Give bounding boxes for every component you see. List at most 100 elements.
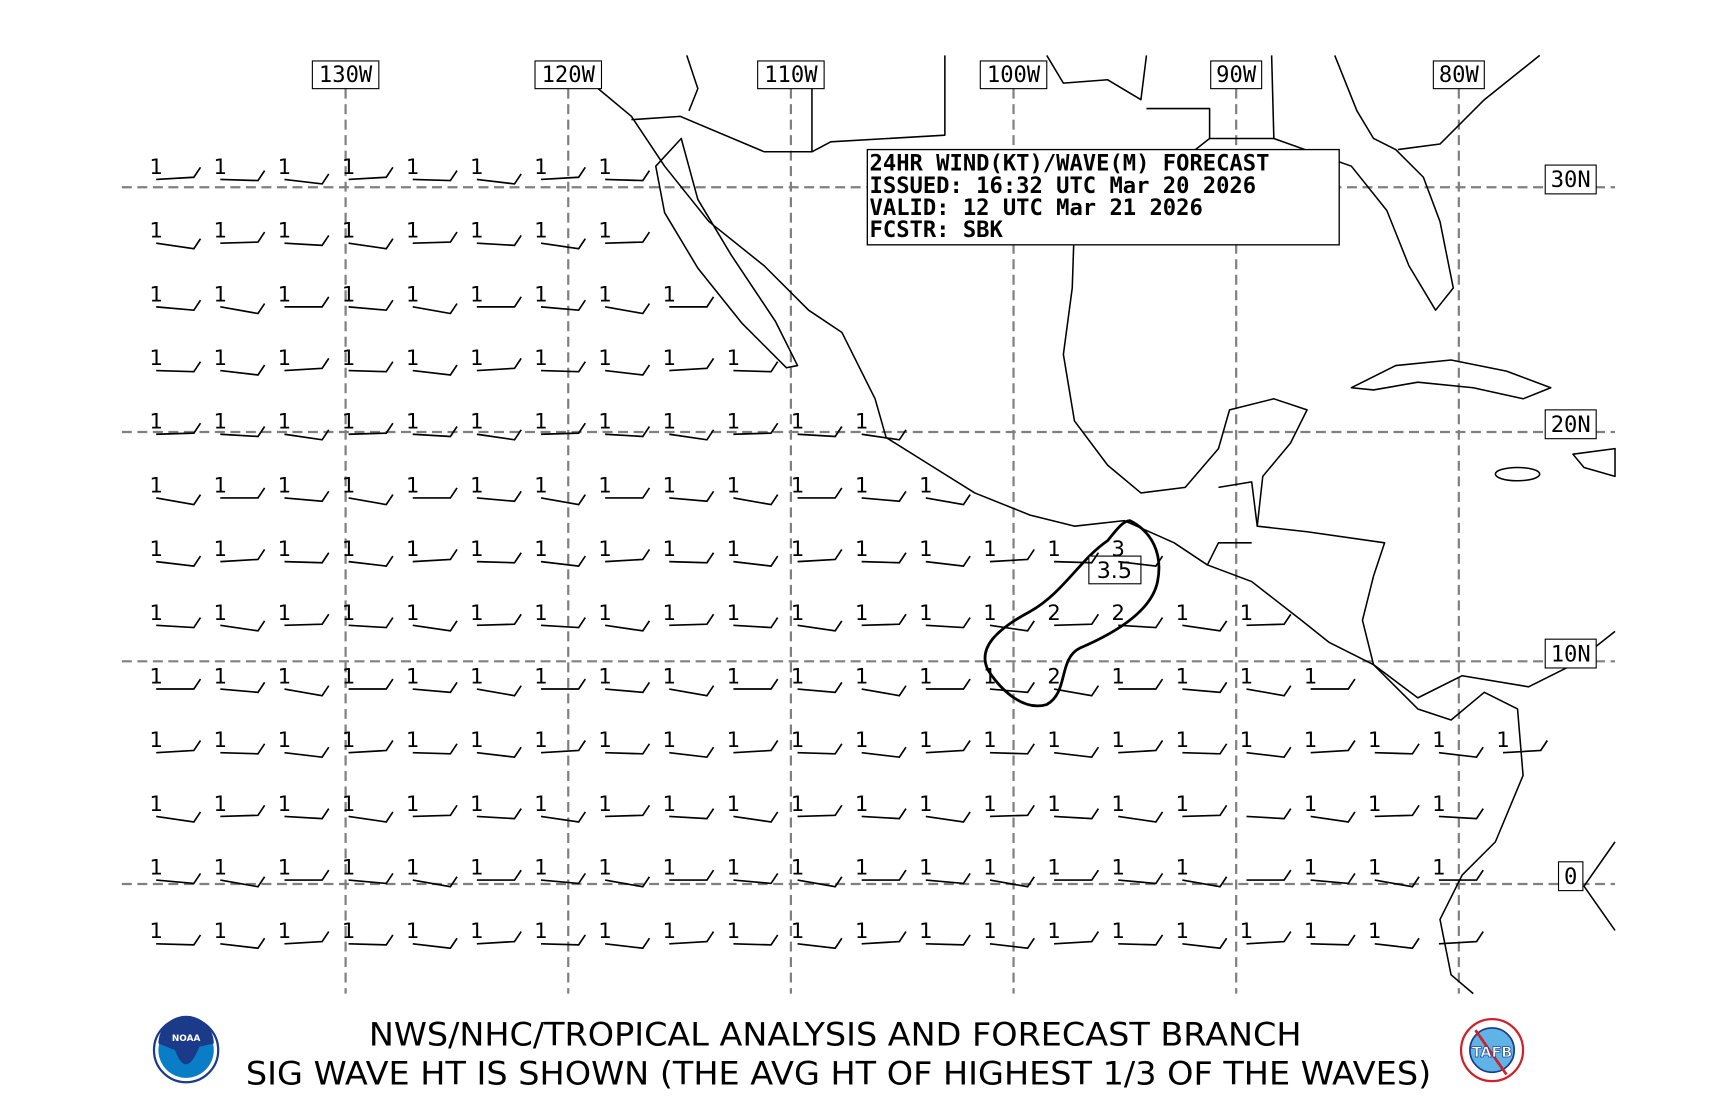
wave-height-value: 1 [1047,791,1060,816]
wave-height-value: 1 [1176,727,1189,752]
station-point: 1 [1176,791,1228,818]
wave-height-value: 1 [791,855,804,880]
station-point: 1 [663,663,715,697]
wind-barb-icon [1054,613,1100,627]
station-point: 1 [214,918,266,950]
station-point: 1 [1432,791,1484,820]
wind-barb-icon [797,681,843,694]
wave-height-value: 1 [1368,727,1381,752]
wave-height-value: 1 [278,727,291,752]
station-point: 1 [342,727,394,754]
station-point: 1 [598,918,651,950]
wind-barb-icon [412,364,458,376]
station-point: 1 [534,218,586,250]
wave-height-value: 1 [1047,855,1060,880]
station-point: 1 [470,281,522,308]
wave-height-value: 1 [214,727,227,752]
wind-barb-icon [156,555,202,567]
forecaster: FCSTR: SBK [870,217,1004,243]
station-point: 2 [1047,663,1100,697]
station-point: 1 [278,855,330,881]
wave-height-value: 1 [534,663,547,688]
wind-barb-icon [220,548,266,563]
wind-barb-icon [348,422,394,436]
wave-height-value: 1 [983,791,996,816]
wind-barb-icon [861,869,907,881]
wind-barb-icon [1502,740,1549,754]
lat-label: 0 [1564,864,1577,890]
wind-barb-icon [540,678,586,690]
station-point: 1 [855,663,907,697]
station-point: 1 [342,600,394,629]
wind-barb-icon [733,934,779,946]
station-point: 1 [149,218,202,250]
forecast-title: 24HR WIND(KT)/WAVE(M) FORECAST [870,151,1270,177]
station-point: 1 [149,727,202,754]
station-point: 1 [919,855,971,885]
station-point: 1 [214,281,266,315]
wind-barb-icon [989,681,1035,694]
wind-barb-icon [989,620,1035,632]
wave-height-value: 1 [1047,727,1060,752]
wave-height-value: 1 [598,345,611,370]
station-point: 1 [855,409,907,441]
station-point: 1 [727,663,779,690]
wave-height-value: 1 [149,600,162,625]
wind-barb-icon [861,490,907,503]
wind-barb-icon [540,934,586,946]
wind-barb-icon [540,238,586,250]
wind-barb-icon [1246,613,1292,627]
station-point: 1 [342,281,394,312]
wave-height-value: 1 [598,727,611,752]
station-point: 1 [342,855,394,885]
wind-barb-icon [220,303,266,315]
wave-height-value: 1 [727,663,740,688]
wind-barb-icon [284,685,330,697]
wave-height-value: 1 [1240,663,1253,688]
station-point: 1 [1176,600,1228,632]
wave-height-value: 1 [470,472,483,497]
station-point: 1 [406,536,458,563]
station-point: 1 [278,536,330,564]
wind-barb-icon [284,869,330,881]
wind-barb-icon [348,934,394,946]
wind-barb-icon [412,804,458,818]
wave-height-value: 1 [406,281,419,306]
station-point: 2 [1112,600,1164,629]
station-point: 1 [919,600,971,629]
wave-height-value: 1 [149,791,162,816]
station-point: 1 [278,791,330,820]
wind-barb-icon [412,743,458,755]
station-point: 1 [278,727,330,759]
wind-barb-icon [1118,678,1164,690]
station-point: 1 [791,727,843,755]
wave-height-value: 1 [855,600,868,625]
wind-barb-icon [1054,931,1100,945]
wave-height-value: 1 [149,536,162,561]
wave-height-value: 1 [598,600,611,625]
station-point: 1 [727,918,779,946]
station-point: 1 [1496,727,1549,754]
wave-height-value: 1 [727,409,740,434]
wind-barb-icon [669,552,715,564]
wind-barb-icon [412,620,458,632]
station-point: 1 [342,791,394,823]
wave-height-value: 1 [470,918,483,943]
wave-height-value: 2 [1047,600,1060,625]
wave-height-value: 1 [342,855,355,880]
wave-height-value: 1 [598,472,611,497]
station-point: 1 [1240,600,1292,627]
station-point: 1 [919,472,971,506]
wind-barb-icon [861,685,907,697]
wind-barb-icon [989,548,1035,563]
wind-barb-icon [220,743,266,755]
wind-barb-icon [220,620,266,632]
wind-barb-icon [925,872,971,885]
station-point: 1 [1240,663,1292,697]
wind-barb-icon [1182,804,1228,818]
station-point: 1 [406,154,458,182]
station-point: 1 [214,345,266,376]
wave-height-value: 1 [663,409,676,434]
wave-height-value: 1 [663,281,676,306]
wind-barb-icon [861,931,907,945]
